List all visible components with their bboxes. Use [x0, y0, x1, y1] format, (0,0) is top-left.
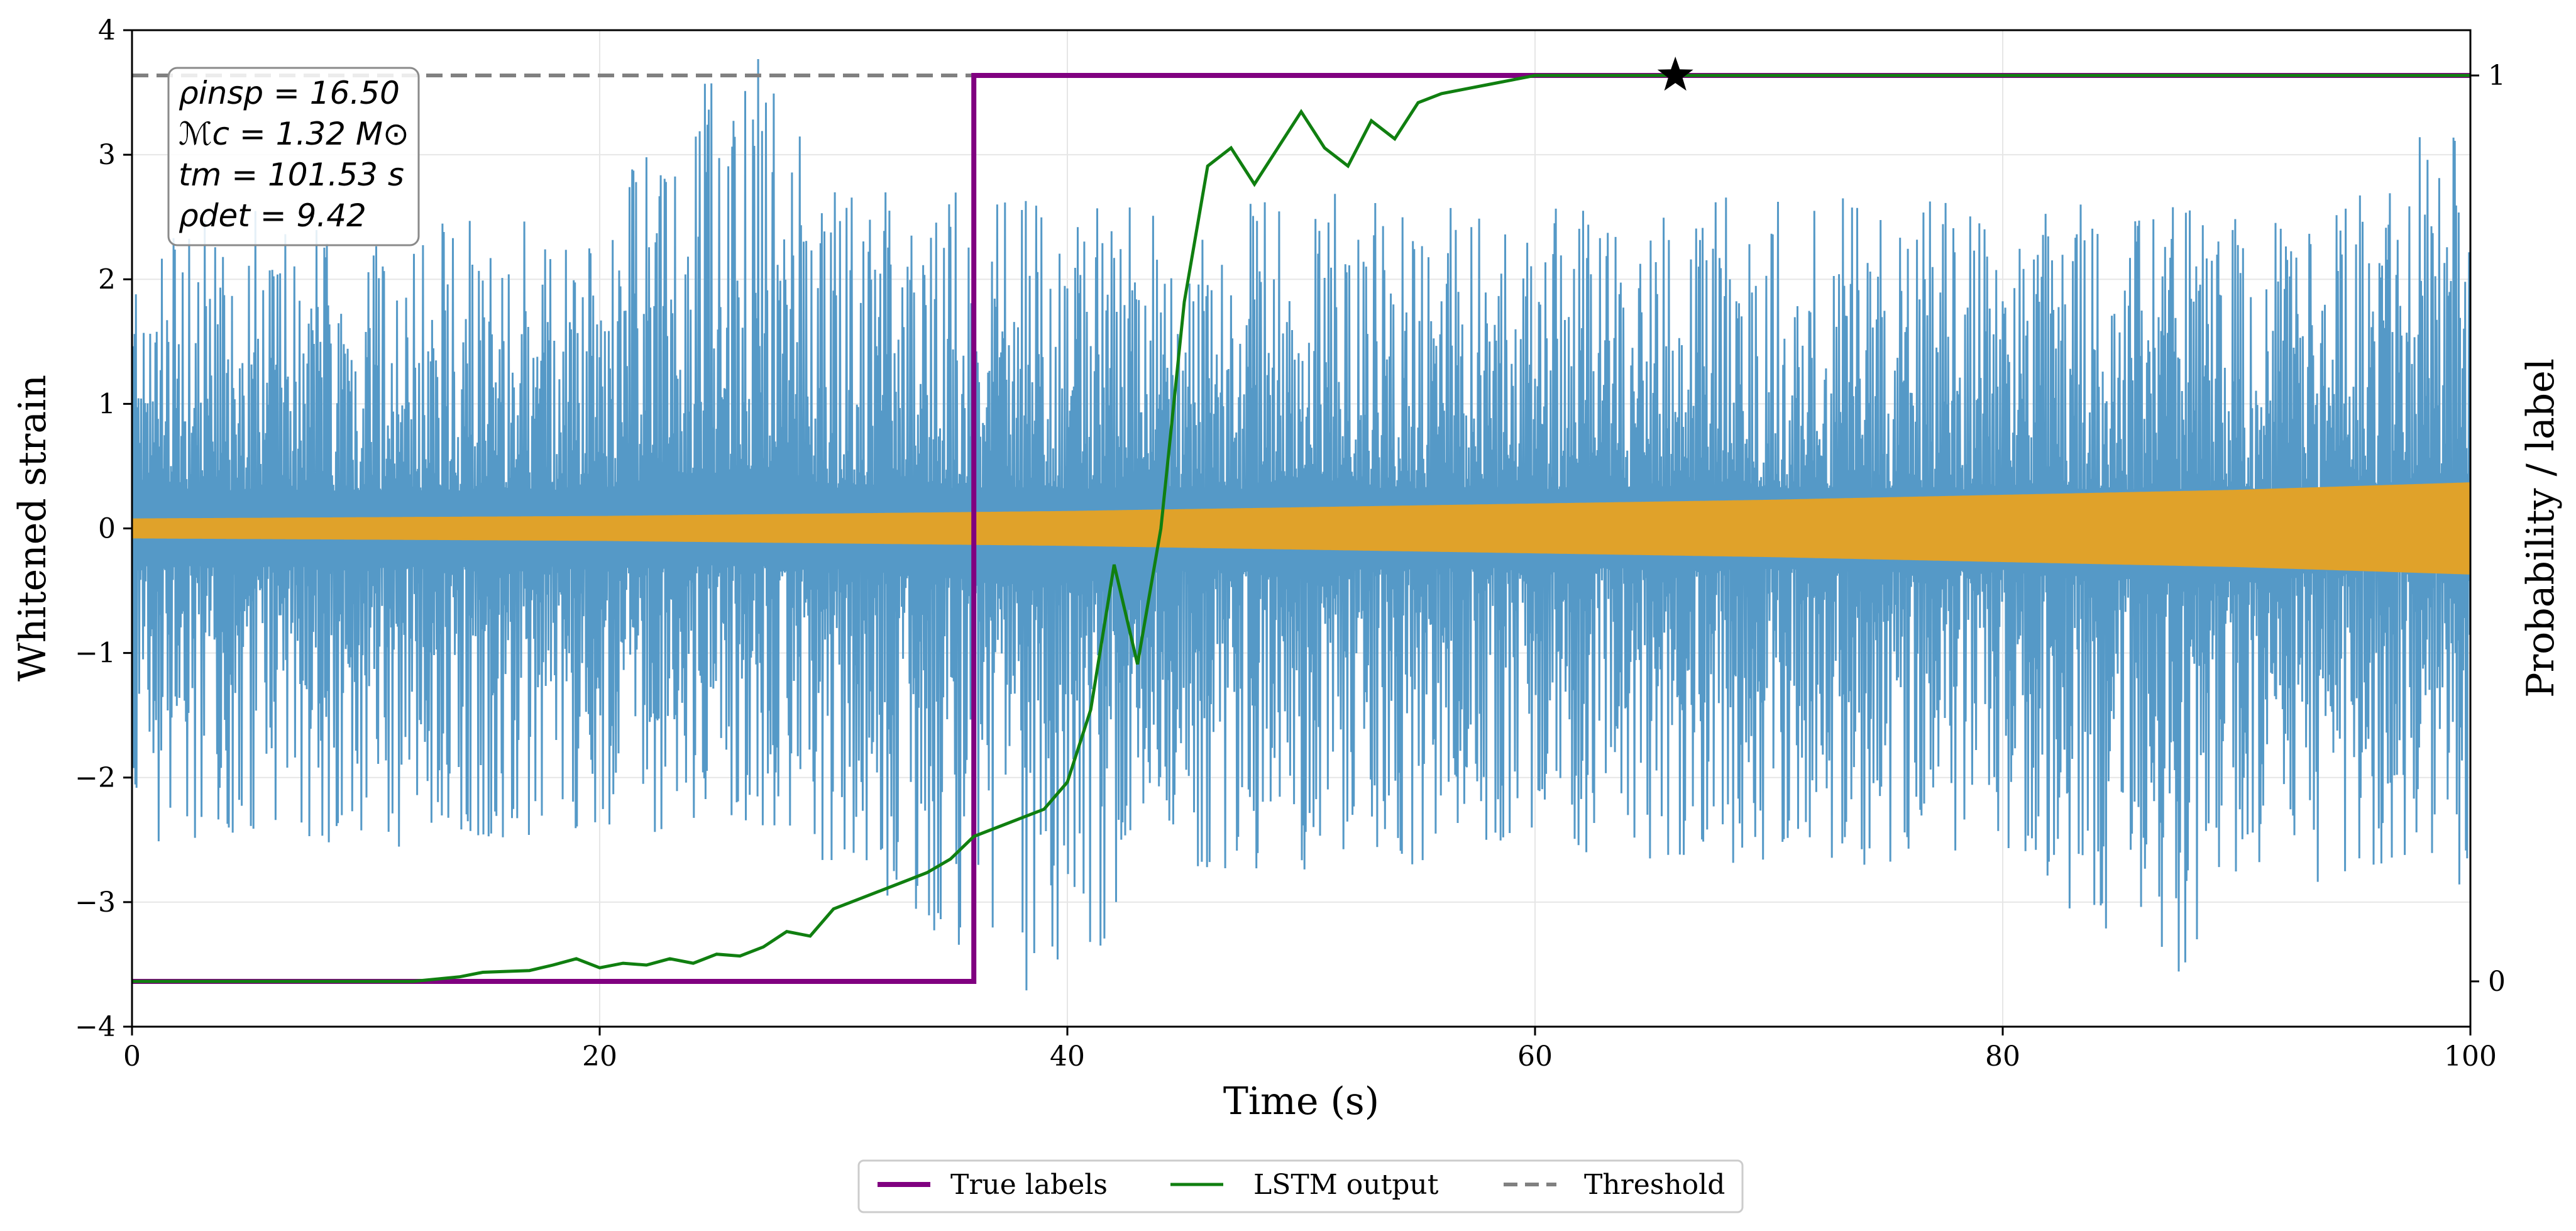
- signal-series: [132, 482, 2470, 575]
- legend-frame: [857, 1159, 1744, 1213]
- x-tick-label: 20: [582, 1041, 617, 1073]
- detection-star-marker: [1657, 57, 1693, 91]
- x-tick-label: 100: [2444, 1041, 2497, 1073]
- legend-label-true-labels: True labels: [950, 1169, 1108, 1201]
- y-left-tick-label: −2: [75, 762, 116, 794]
- x-tick-label: 60: [1517, 1041, 1553, 1073]
- y-right-tick-label: 0: [2488, 966, 2506, 998]
- x-tick-label: 80: [1985, 1041, 2020, 1073]
- strain-noise-series: [132, 58, 2470, 991]
- lstm-output-series: [132, 74, 2470, 983]
- x-tick-label: 40: [1050, 1041, 1085, 1073]
- y-left-tick-label: 3: [98, 139, 116, 171]
- annotation-box: ρinsp = 16.50 ℳc = 1.32 M⊙ tm = 101.53 s…: [167, 67, 420, 246]
- legend-label-threshold: Threshold: [1584, 1169, 1725, 1201]
- y-left-tick-label: −1: [75, 638, 116, 670]
- y-left-tick-label: −3: [75, 886, 116, 919]
- x-axis-title: Time (s): [1223, 1079, 1379, 1123]
- annotation-rho-insp: ρinsp = 16.50: [179, 75, 400, 111]
- annotation-frame: [167, 67, 420, 246]
- annotation-rho-det: ρdet = 9.42: [179, 197, 366, 234]
- legend: True labels LSTM output Threshold: [857, 1159, 1744, 1213]
- y-left-tick-label: 4: [98, 14, 116, 47]
- y-right-tick-label: 1: [2488, 60, 2506, 92]
- y-left-tick-label: −4: [75, 1011, 116, 1043]
- legend-label-lstm-output: LSTM output: [1253, 1169, 1439, 1201]
- y-left-tick-label: 2: [98, 263, 116, 295]
- y-axis-left-title: Whitened strain: [11, 375, 55, 682]
- y-left-tick-label: 1: [98, 388, 116, 420]
- y-axis-right-title: Probability / label: [2519, 358, 2563, 698]
- x-tick-label: 0: [123, 1041, 141, 1073]
- annotation-chirp-mass: ℳc = 1.32 M⊙: [179, 116, 409, 152]
- y-left-tick-label: 0: [98, 513, 116, 545]
- annotation-merger-time: tm = 101.53 s: [179, 157, 404, 193]
